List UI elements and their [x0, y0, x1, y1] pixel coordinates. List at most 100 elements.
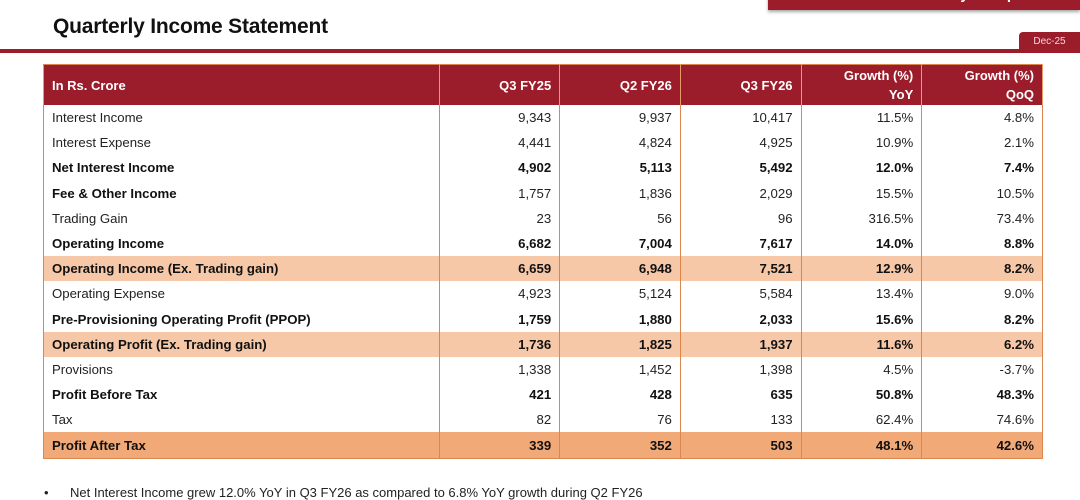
- row-value: 4,925: [679, 130, 802, 156]
- row-value: 503: [679, 432, 802, 459]
- row-value: 2,033: [679, 306, 802, 332]
- row-value: 11.5%: [800, 105, 923, 131]
- row-value: 82: [438, 407, 561, 433]
- table-row: Operating Income 6,682 7,004 7,617 14.0% 8.8%: [43, 230, 1043, 257]
- table-header-row: In Rs. Crore Q3 FY25 Q2 FY26 Q3 FY26 Gro…: [43, 64, 1043, 105]
- row-value: 1,398: [679, 356, 802, 383]
- row-value: 7.4%: [921, 155, 1043, 181]
- row-value: 5,113: [559, 155, 681, 181]
- row-label: Operating Profit (Ex. Trading gain): [43, 331, 440, 357]
- section-banner: Section 7: Profitability & Capital: [768, 0, 1080, 10]
- page-title: Quarterly Income Statement: [53, 15, 328, 38]
- row-value: 74.6%: [921, 407, 1043, 433]
- row-label: Operating Expense: [43, 281, 440, 307]
- row-value: 7,004: [559, 230, 681, 257]
- header-title: Growth (%): [843, 68, 914, 83]
- row-value: 42.6%: [921, 432, 1043, 459]
- row-value: 23: [438, 205, 561, 231]
- row-value: 12.9%: [800, 256, 923, 282]
- row-value: 13.4%: [800, 281, 923, 307]
- header-growth-yoy: Growth (%) YoY: [800, 64, 923, 105]
- row-label: Trading Gain: [43, 205, 440, 231]
- row-value: 14.0%: [800, 230, 923, 257]
- table-row: Interest Income 9,343 9,937 10,417 11.5% 4.8%: [43, 105, 1043, 131]
- row-value: 10.9%: [800, 130, 923, 156]
- row-value: 50.8%: [800, 382, 923, 408]
- table-row: Fee & Other Income 1,757 1,836 2,029 15.5% 10…: [43, 180, 1043, 206]
- row-value: 11.6%: [800, 331, 923, 357]
- row-value: 1,880: [559, 306, 681, 332]
- row-value: 5,492: [679, 155, 802, 181]
- table-row: Operating Income (Ex. Trading gain) 6,659…: [43, 256, 1043, 282]
- row-value: 316.5%: [800, 205, 923, 231]
- row-value: 5,584: [679, 281, 802, 307]
- row-value: 421: [438, 382, 561, 408]
- row-value: 1,759: [438, 306, 561, 332]
- row-value: 1,338: [438, 356, 561, 383]
- row-value: 15.6%: [800, 306, 923, 332]
- row-value: 4,441: [438, 130, 561, 156]
- row-value: 9,937: [559, 105, 681, 131]
- row-value: 4,902: [438, 155, 561, 181]
- row-value: 48.3%: [921, 382, 1043, 408]
- row-value: 12.0%: [800, 155, 923, 181]
- table-body: Interest Income 9,343 9,937 10,417 11.5% 4.8%…: [43, 105, 1043, 459]
- row-label: Profit After Tax: [43, 432, 440, 459]
- row-value: 6,682: [438, 230, 561, 257]
- row-value: 352: [559, 432, 681, 459]
- table-row: Net Interest Income 4,902 5,113 5,492 12.0% 7…: [43, 155, 1043, 181]
- header-growth-qoq: Growth (%) QoQ: [921, 64, 1043, 105]
- table-row: Pre-Provisioning Operating Profit (PPOP)…: [43, 306, 1043, 332]
- row-label: Pre-Provisioning Operating Profit (PPOP): [43, 306, 440, 332]
- table-row: Profit After Tax 339 352 503 48.1% 42.6%: [43, 432, 1043, 459]
- header-title: Q2 FY26: [619, 77, 672, 93]
- income-statement-table: In Rs. Crore Q3 FY25 Q2 FY26 Q3 FY26 Gro…: [43, 64, 1043, 459]
- row-value: 8.8%: [921, 230, 1043, 257]
- table-row: Tax 82 76 133 62.4% 74.6%: [43, 407, 1043, 433]
- table-row: Interest Expense 4,441 4,824 4,925 10.9% 2.1%: [43, 130, 1043, 156]
- header-q2fy26: Q2 FY26: [559, 64, 681, 105]
- row-label: Interest Expense: [43, 130, 440, 156]
- header-label: In Rs. Crore: [43, 64, 440, 105]
- header-q3fy26: Q3 FY26: [679, 64, 802, 105]
- row-value: 56: [559, 205, 681, 231]
- row-value: 7,617: [679, 230, 802, 257]
- table-row: Trading Gain 23 56 96 316.5% 73.4%: [43, 205, 1043, 231]
- row-label: Profit Before Tax: [43, 382, 440, 408]
- header-subtitle: QoQ: [1005, 87, 1034, 102]
- row-label: Interest Income: [43, 105, 440, 131]
- row-value: 1,937: [679, 331, 802, 357]
- row-value: 6.2%: [921, 331, 1043, 357]
- row-label: Operating Income (Ex. Trading gain): [43, 256, 440, 282]
- row-label: Net Interest Income: [43, 155, 440, 181]
- row-value: 4,824: [559, 130, 681, 156]
- header-title: Q3 FY26: [740, 77, 793, 93]
- bullet-text: Net Interest Income grew 12.0% YoY in Q3…: [70, 485, 643, 500]
- row-value: 4.8%: [921, 105, 1043, 131]
- row-value: 10,417: [679, 105, 802, 131]
- row-value: 62.4%: [800, 407, 923, 433]
- row-value: 6,948: [559, 256, 681, 282]
- row-value: 339: [438, 432, 561, 459]
- row-value: 6,659: [438, 256, 561, 282]
- row-value: 2,029: [679, 180, 802, 206]
- header-title: Q3 FY25: [499, 77, 552, 93]
- row-label: Tax: [43, 407, 440, 433]
- table-row: Operating Expense 4,923 5,124 5,584 13.4% 9.0…: [43, 281, 1043, 307]
- row-value: 8.2%: [921, 256, 1043, 282]
- row-value: 635: [679, 382, 802, 408]
- header-q3fy25: Q3 FY25: [438, 64, 561, 105]
- row-value: 7,521: [679, 256, 802, 282]
- row-value: -3.7%: [921, 356, 1043, 383]
- row-label: Provisions: [43, 356, 440, 383]
- row-value: 1,836: [559, 180, 681, 206]
- row-value: 133: [679, 407, 802, 433]
- row-value: 73.4%: [921, 205, 1043, 231]
- table-row: Operating Profit (Ex. Trading gain) 1,736…: [43, 331, 1043, 357]
- row-value: 1,825: [559, 331, 681, 357]
- row-value: 2.1%: [921, 130, 1043, 156]
- bullet-icon: •: [44, 485, 49, 500]
- row-value: 48.1%: [800, 432, 923, 459]
- row-label: Fee & Other Income: [43, 180, 440, 206]
- header-title: Growth (%): [964, 68, 1034, 83]
